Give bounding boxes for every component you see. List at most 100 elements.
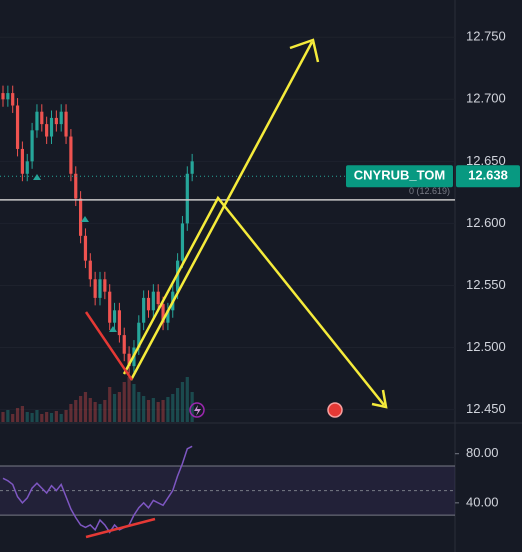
rsi-tick-label: 40.00: [466, 494, 499, 509]
volume-bar: [137, 392, 141, 422]
price-label: 12.638: [468, 168, 508, 183]
volume-bar: [40, 414, 44, 422]
candle-body: [142, 297, 146, 323]
y-tick-label: 12.700: [466, 91, 506, 106]
y-tick-label: 12.450: [466, 401, 506, 416]
candle-body: [161, 304, 165, 323]
volume-bar: [45, 412, 49, 422]
volume-bar: [30, 413, 34, 422]
arrow-head: [371, 389, 388, 409]
volume-bar: [79, 396, 83, 422]
volume-bar: [103, 400, 107, 422]
event-bolt: [194, 405, 201, 416]
candle-body: [180, 223, 185, 261]
volume-bar: [171, 394, 175, 422]
trend-line: [85, 517, 156, 539]
candle-body: [79, 198, 83, 236]
candle-body: [185, 173, 189, 224]
y-tick-label: 12.600: [466, 215, 506, 230]
candle-body: [83, 235, 88, 261]
candle-body: [137, 322, 141, 348]
volume-bar: [59, 414, 63, 422]
candle-body: [146, 297, 151, 311]
candle-body: [122, 335, 126, 354]
volume-bar: [151, 398, 155, 422]
alert-icon: [327, 402, 343, 418]
candle-body: [127, 353, 131, 367]
candle-body: [88, 260, 92, 280]
volume-bar: [161, 400, 165, 422]
volume-bar: [15, 408, 20, 422]
candle-body: [11, 93, 15, 106]
arrow-line: [122, 195, 385, 406]
candle-body: [103, 279, 107, 292]
volume-bar: [180, 382, 185, 422]
candle-body: [40, 111, 44, 125]
volume-bar: [25, 412, 29, 422]
candle-body: [54, 117, 58, 125]
volume-bar: [108, 387, 112, 422]
candle-body: [20, 148, 24, 174]
y-tick-label: 12.650: [466, 153, 506, 168]
volume-bar: [83, 392, 88, 422]
volume-bar: [112, 394, 117, 422]
signal-marker: [33, 174, 41, 180]
signal-marker: [109, 326, 117, 332]
y-tick-label: 12.550: [466, 277, 506, 292]
candle-body: [98, 279, 102, 298]
candle-body: [15, 105, 20, 149]
candle-body: [59, 111, 63, 125]
symbol-label: CNYRUB_TOM: [354, 168, 446, 183]
volume-bar: [49, 413, 54, 422]
volume-bar: [11, 414, 15, 422]
arrow-line: [129, 41, 314, 381]
volume-bar: [1, 412, 5, 422]
candle-body: [151, 291, 155, 311]
volume-bar: [142, 396, 146, 422]
volume-bar: [35, 410, 39, 422]
candle-body: [64, 111, 68, 137]
signal-marker: [81, 216, 89, 222]
volume-bar: [64, 410, 68, 422]
candle-body: [166, 310, 170, 323]
candle-body: [25, 161, 29, 174]
candle-body: [112, 310, 117, 323]
volume-bar: [146, 400, 151, 422]
rsi-line: [2, 445, 193, 534]
y-tick-label: 12.500: [466, 339, 506, 354]
volume-bar: [69, 404, 73, 422]
volume-bar: [6, 410, 10, 422]
candle-body: [69, 136, 73, 174]
candle-body: [108, 291, 112, 323]
price-badge: [456, 165, 520, 188]
candle-body: [93, 279, 97, 298]
event-icon: [189, 402, 205, 418]
volume-bar: [185, 377, 189, 422]
volume-bar: [127, 377, 131, 422]
arrow-head: [289, 38, 320, 63]
candle-body: [49, 117, 54, 137]
candle-body: [6, 93, 10, 100]
volume-bar: [98, 404, 102, 422]
trend-line: [84, 311, 134, 381]
volume-bar: [88, 398, 92, 422]
candle-body: [35, 111, 39, 131]
candle-body: [30, 130, 34, 162]
candle-body: [45, 124, 49, 137]
level-label: 0 (12.619): [409, 186, 450, 196]
volume-bar: [20, 406, 24, 422]
volume-bar: [122, 382, 126, 422]
candle-body: [190, 161, 194, 174]
volume-bar: [176, 388, 180, 422]
candle-body: [117, 310, 121, 336]
rsi-tick-label: 80.00: [466, 445, 499, 460]
volume-bar: [117, 392, 121, 422]
volume-bar: [166, 397, 170, 422]
volume-bar: [54, 411, 58, 422]
volume-bar: [132, 384, 136, 422]
volume-bar: [190, 392, 194, 422]
